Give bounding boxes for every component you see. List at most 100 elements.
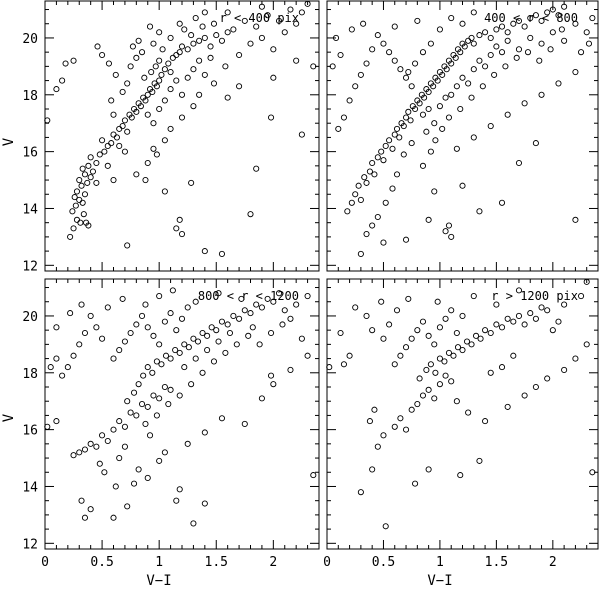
data-point [442,372,449,379]
y-tick-label: 16 [22,424,38,439]
panel-label: 800 < r < 1200 [198,289,299,303]
data-point [431,395,438,402]
data-point [513,54,520,61]
data-point [445,114,453,121]
data-point [110,177,117,184]
data-point [176,349,183,356]
data-point [386,137,393,144]
data-point [81,171,89,178]
data-point [181,341,188,348]
data-point [340,361,347,368]
data-point [190,335,197,342]
data-point [400,123,407,130]
data-point [218,318,226,325]
data-point [218,37,226,44]
data-point [124,398,131,405]
data-point [532,140,539,147]
data-point [173,77,180,84]
data-point [468,34,475,41]
data-point [142,177,149,184]
y-tick-label: 18 [22,89,38,104]
data-point [482,63,489,70]
data-point [363,312,370,319]
data-point [172,347,179,354]
data-point [371,406,378,413]
data-point [515,17,523,24]
data-point [213,327,220,334]
data-point [389,145,396,152]
data-point [121,443,128,450]
data-point [589,15,596,22]
data-point [181,26,188,33]
data-point [156,29,163,36]
data-point [476,457,483,464]
y-tick-label: 14 [22,202,38,217]
panel-label: r < 400 pix [220,11,299,25]
data-point [476,32,483,39]
data-point [72,202,79,209]
data-point [110,355,117,362]
data-point [374,32,381,39]
data-point [81,329,89,337]
data-point [380,239,387,246]
data-point [391,23,398,30]
data-point [589,469,596,476]
data-point [470,293,477,300]
data-point [468,94,475,101]
data-point [110,111,117,118]
data-point [493,43,500,50]
data-point [504,403,511,410]
data-point [161,318,168,325]
data-point [156,341,163,348]
data-point [178,43,186,50]
data-point [150,332,157,339]
data-point [236,83,243,90]
data-point [421,94,428,101]
data-point [150,120,157,127]
data-point [544,307,551,314]
data-point [161,383,168,391]
data-point [454,344,462,351]
data-point [504,111,511,118]
data-point [442,94,449,101]
data-point [412,60,419,67]
data-point [476,57,483,64]
data-point [329,63,336,70]
data-point [298,131,305,138]
data-point [127,409,134,416]
data-point [196,91,203,98]
data-point [87,174,94,181]
data-point [445,349,453,356]
data-point [153,358,160,365]
data-point [144,91,151,98]
data-point [419,318,427,325]
data-point [555,80,562,87]
data-point [380,40,387,47]
data-point [459,312,466,319]
data-point [352,191,359,198]
data-point [461,43,468,50]
data-point [201,248,208,255]
data-point [176,392,183,399]
data-point [482,29,489,36]
data-point [167,34,174,41]
data-point [402,114,410,121]
y-tick-label: 14 [22,480,38,495]
data-point [133,412,140,419]
data-point [253,165,260,172]
data-point [423,128,430,135]
data-point [222,349,229,356]
data-point [80,211,87,218]
data-point [67,233,74,240]
data-point [184,74,191,81]
data-point [210,358,218,365]
data-point [405,69,412,76]
data-point [442,315,449,322]
data-point [116,125,123,132]
data-point [583,341,590,348]
data-point [408,83,415,90]
data-point [133,171,140,178]
data-point [459,74,466,81]
data-point [78,301,85,308]
data-point [357,250,364,257]
